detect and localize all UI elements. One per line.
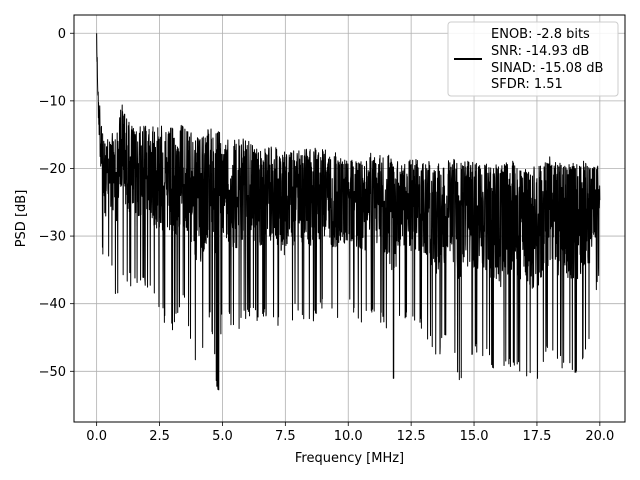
legend: ENOB: -2.8 bits SNR: -14.93 dB SINAD: -1… [447, 21, 619, 97]
plot-area [96, 33, 601, 391]
x-tick-label: 7.5 [275, 429, 296, 444]
x-tick-label: 17.5 [522, 429, 551, 444]
axes-frame [73, 14, 626, 423]
x-tick-label: 5.0 [212, 429, 233, 444]
x-tick-label: 20.0 [585, 429, 614, 444]
x-tick-label: 12.5 [397, 429, 426, 444]
x-tick-label: 15.0 [460, 429, 489, 444]
legend-line-sinad: SINAD: -15.08 dB [491, 61, 603, 76]
y-tick-label: −30 [39, 230, 66, 245]
y-tick-label: −10 [39, 94, 66, 109]
y-tick-label: −20 [39, 162, 66, 177]
legend-box [447, 21, 619, 97]
x-tick-label: 10.0 [334, 429, 363, 444]
legend-line-snr: SNR: -14.93 dB [491, 44, 589, 59]
y-tick-label: −40 [39, 297, 66, 312]
y-axis-label: PSD [dB] [14, 190, 29, 248]
ticks: 0.0 2.5 5.0 7.5 10.0 12.5 15.0 17.5 20.0 0 −10 −20 −… [39, 27, 615, 444]
x-axis-label: Frequency [MHz] [295, 451, 404, 466]
psd-series-line [96, 33, 601, 391]
legend-line-enob: ENOB: -2.8 bits [491, 27, 590, 42]
x-tick-label: 0.0 [86, 429, 107, 444]
x-tick-label: 2.5 [149, 429, 170, 444]
y-tick-label: −50 [39, 365, 66, 380]
legend-line-sfdr: SFDR: 1.51 [491, 77, 563, 92]
y-tick-label: 0 [58, 27, 66, 42]
